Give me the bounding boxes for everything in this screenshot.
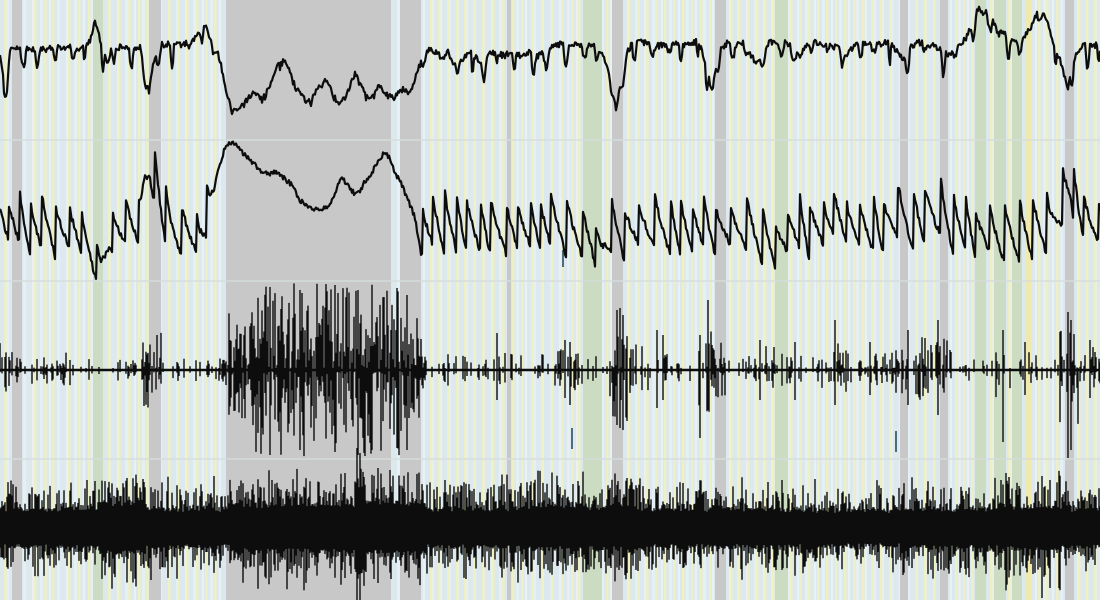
channel-2-trace (0, 140, 1100, 280)
channel-1-trace (0, 5, 1100, 116)
annotation-ticks (562, 250, 897, 452)
grid-lines (0, 139, 1100, 460)
channel-3-trace (0, 283, 1100, 458)
channel-4-trace (0, 448, 1100, 600)
